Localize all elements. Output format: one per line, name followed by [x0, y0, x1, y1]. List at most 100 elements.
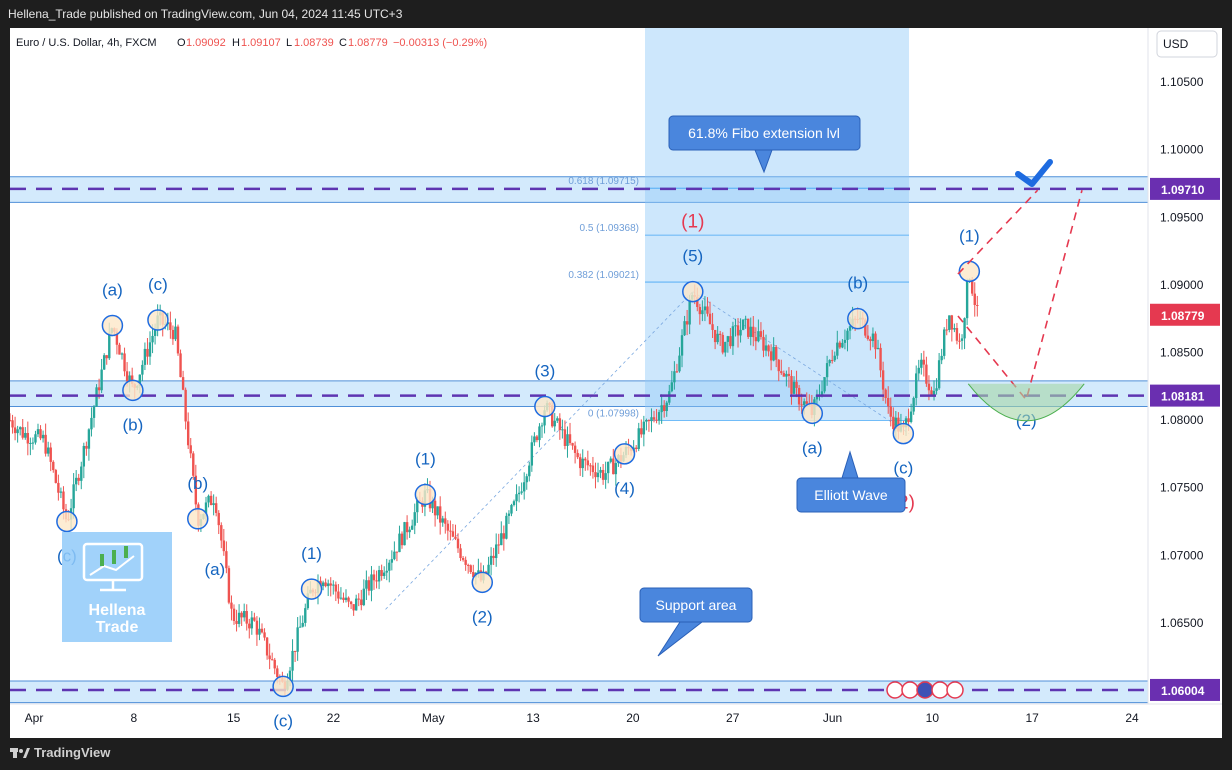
- projection-path: [957, 190, 1083, 402]
- candle-body: [703, 306, 707, 311]
- candle-body: [683, 321, 686, 336]
- candle-body: [464, 559, 467, 565]
- candle-body: [675, 371, 679, 373]
- candle-body: [556, 418, 559, 421]
- candle-body: [558, 418, 562, 431]
- candle-body: [225, 551, 228, 569]
- candle-body: [927, 383, 931, 391]
- candle-body: [176, 326, 180, 354]
- candle-body: [955, 328, 959, 341]
- candle-body: [16, 429, 19, 434]
- candle-body: [958, 340, 961, 342]
- candle-body: [24, 432, 27, 438]
- candle-body: [123, 353, 126, 372]
- wave-label-1: (a): [102, 280, 123, 299]
- candle-body: [332, 584, 335, 586]
- wave-marker-12: [682, 280, 704, 303]
- candle-body: [82, 445, 86, 467]
- candle-body: [823, 377, 826, 392]
- candle-body: [673, 371, 676, 383]
- price-axis[interactable]: 1.10500 1.10000 1.09500 1.09000 1.08500 1.080…: [1147, 28, 1220, 704]
- candle-body: [227, 568, 231, 603]
- candle-body: [505, 515, 508, 539]
- time-tick-6: 20: [626, 711, 640, 725]
- candle-body: [230, 602, 233, 609]
- candle-body: [454, 536, 457, 539]
- candle-body: [892, 416, 895, 430]
- economic-events-icon[interactable]: [886, 681, 964, 699]
- candle-body: [736, 325, 740, 336]
- wave-marker-1: [101, 314, 124, 337]
- time-tick-4: May: [422, 711, 445, 725]
- candle-body: [492, 555, 495, 559]
- price-chart[interactable]: 0.618 (1.09715) 0.5 (1.09368) 0.382 (1.090…: [10, 28, 1222, 738]
- wave-marker-11: [613, 443, 636, 465]
- candle-body: [265, 637, 269, 656]
- candle-body: [884, 389, 887, 398]
- publisher-text: Hellena_Trade published on TradingView.c…: [8, 7, 403, 21]
- candle-body: [769, 351, 773, 361]
- candle-body: [909, 411, 913, 422]
- candle-body: [360, 599, 363, 606]
- level-zone-2: [10, 681, 1148, 703]
- wave-marker-4: [187, 508, 209, 530]
- wave-marker-9: [471, 571, 494, 594]
- candle-body: [179, 353, 182, 378]
- candle-body: [240, 612, 243, 618]
- candle-body: [805, 401, 808, 404]
- candle-body: [543, 410, 546, 426]
- candle-body: [441, 518, 444, 523]
- candle-body: [594, 472, 597, 478]
- candle-body: [232, 608, 236, 621]
- candle-body: [438, 506, 442, 523]
- candle-body: [869, 339, 872, 342]
- candle-body: [393, 551, 396, 560]
- candle-body: [767, 345, 770, 352]
- candle-body: [11, 420, 14, 428]
- price-tick-7: 1.07000: [1160, 548, 1204, 562]
- candle-body: [108, 332, 111, 359]
- time-tick-3: 22: [327, 711, 341, 725]
- chart-panel[interactable]: 0.618 (1.09715) 0.5 (1.09368) 0.382 (1.090…: [10, 28, 1222, 738]
- candle-body: [876, 347, 880, 350]
- candle-body: [836, 342, 839, 356]
- candle-body: [100, 369, 103, 391]
- candle-body: [90, 417, 93, 430]
- candle-body: [296, 627, 299, 652]
- candle-body: [864, 319, 867, 336]
- candle-body: [965, 280, 969, 319]
- candle-body: [141, 364, 144, 375]
- candle-body: [444, 518, 447, 524]
- time-axis[interactable]: Apr 8 15 22 May 13 20 27 Jun 10 17 24: [25, 711, 1139, 725]
- wave-marker-3: [147, 309, 169, 331]
- candle-body: [553, 420, 556, 427]
- tradingview-logo[interactable]: TradingView: [0, 740, 200, 770]
- candle-body: [894, 417, 898, 430]
- candle-body: [520, 491, 523, 493]
- candle-body: [497, 544, 500, 546]
- candle-body: [169, 322, 172, 330]
- candle-body: [62, 491, 65, 510]
- candle-body: [581, 458, 584, 469]
- candle-body: [650, 417, 653, 422]
- footer: TradingView: [0, 740, 1232, 770]
- candle-body: [209, 495, 213, 506]
- level-price-tag-0: 1.09710: [1161, 183, 1205, 197]
- candle-body: [102, 355, 106, 370]
- candle-body: [764, 345, 768, 351]
- fib-label-1: 0.5 (1.09368): [580, 223, 640, 234]
- candle-body: [665, 402, 668, 412]
- candle-body: [960, 338, 964, 341]
- low-value: 1.08739: [294, 37, 334, 49]
- wave-marker-15: [847, 307, 869, 330]
- support-callout: Support area: [639, 587, 753, 657]
- candle-body: [304, 608, 307, 623]
- currency-button[interactable]: USD: [1156, 30, 1218, 58]
- candle-body: [741, 319, 745, 330]
- fib-extension-box: 0.618 (1.09715) 0.5 (1.09368) 0.382 (1.090…: [385, 28, 910, 610]
- candle-body: [220, 525, 223, 541]
- candle-body: [380, 570, 383, 577]
- current-price-tag: 1.08779: [1161, 309, 1205, 323]
- candle-body: [640, 428, 643, 435]
- candle-body: [843, 339, 847, 343]
